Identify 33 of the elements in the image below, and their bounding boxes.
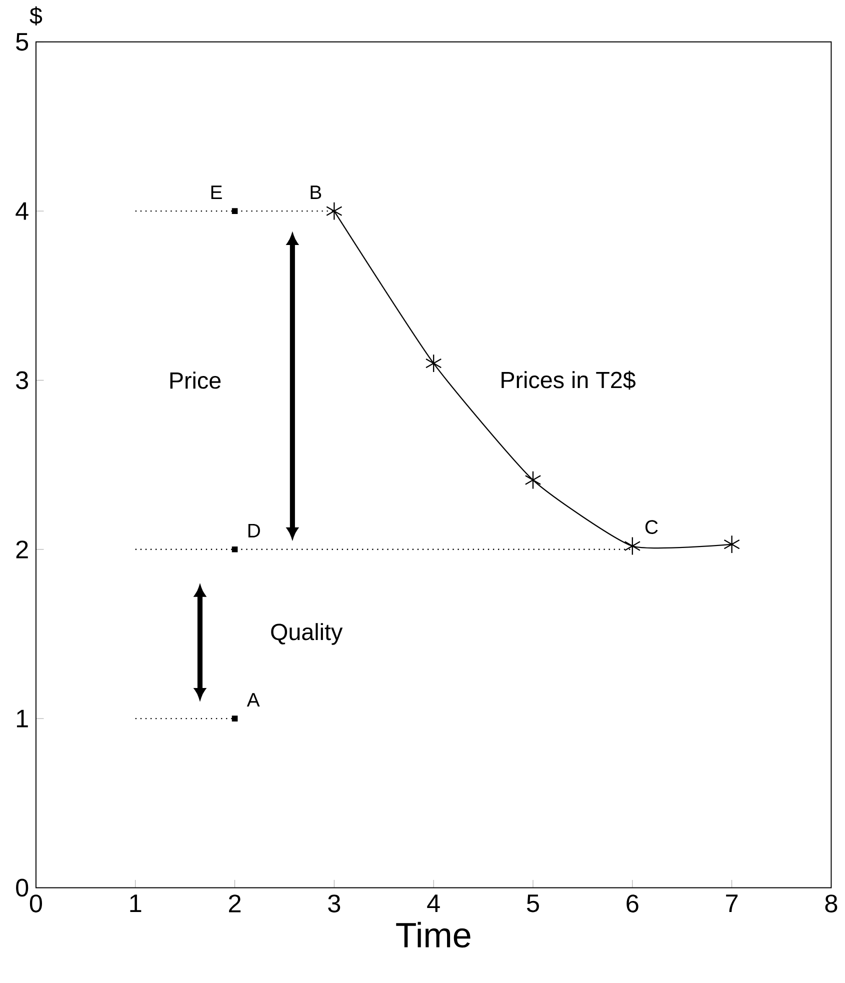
x-tick-label: 1 [130,894,142,912]
x-tick-label: 5 [527,894,540,912]
point [426,354,442,373]
y-tick-label: 1 [17,710,28,728]
y-tick-label: 2 [16,540,28,558]
annotation: Prices in T2$ [502,370,636,390]
annotation: A [246,693,260,707]
y-tick-label: 5 [16,33,28,51]
x-tick-label: 3 [328,894,340,912]
x-tick-label: 7 [726,894,738,912]
y-axis-title: $ [30,6,42,26]
x-tick-label: 2 [229,894,241,912]
annotation: E [211,186,222,200]
x-tick-label: 6 [626,894,638,912]
annotation: Price [170,372,221,389]
annotation: D [248,524,260,538]
point [624,536,641,556]
point [232,546,238,552]
x-tick-label: 4 [427,894,440,912]
point [724,535,740,554]
y-tick-label: 0 [16,878,28,897]
annotation: C [646,520,658,534]
point [232,208,238,214]
y-tick-label: 3 [16,371,28,390]
x-tick-label: 0 [30,894,42,912]
point [326,202,342,220]
annotation: Quality [271,623,343,645]
y-tick-label: 4 [16,202,28,220]
x-axis-title: Time [396,922,470,948]
annotation: B [310,186,322,200]
point [524,470,542,490]
x-tick-label: 8 [825,894,838,912]
point [232,716,238,722]
